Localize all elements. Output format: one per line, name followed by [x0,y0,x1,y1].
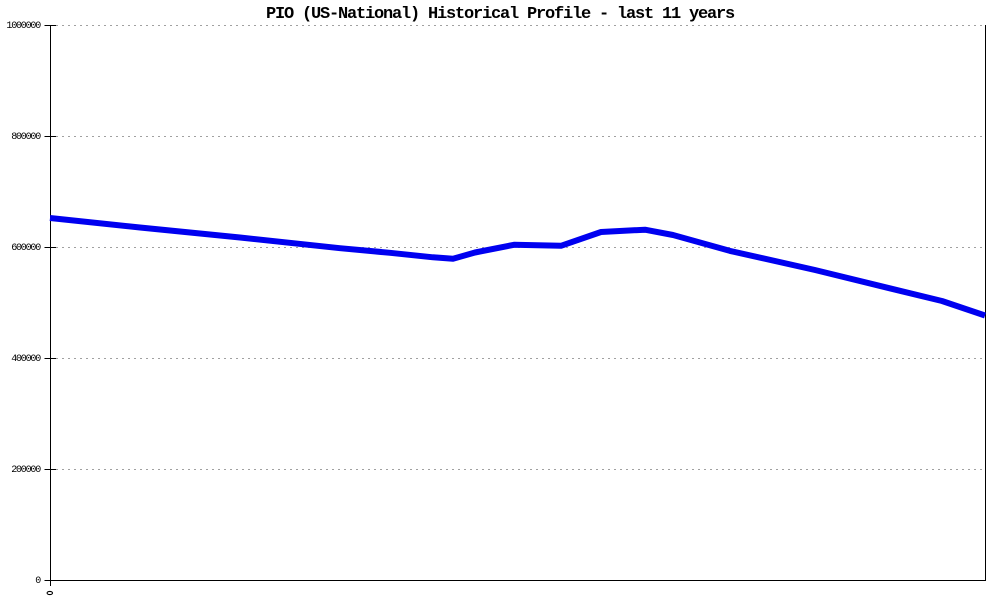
svg-text:200000: 200000 [11,465,41,476]
svg-text:600000: 600000 [11,243,41,254]
svg-text:800000: 800000 [11,132,41,143]
svg-text:0: 0 [35,576,41,587]
svg-text:400000: 400000 [11,354,41,365]
svg-text:PIO (US-National) Historical P: PIO (US-National) Historical Profile - l… [266,5,735,24]
svg-text:1000000: 1000000 [6,21,41,32]
